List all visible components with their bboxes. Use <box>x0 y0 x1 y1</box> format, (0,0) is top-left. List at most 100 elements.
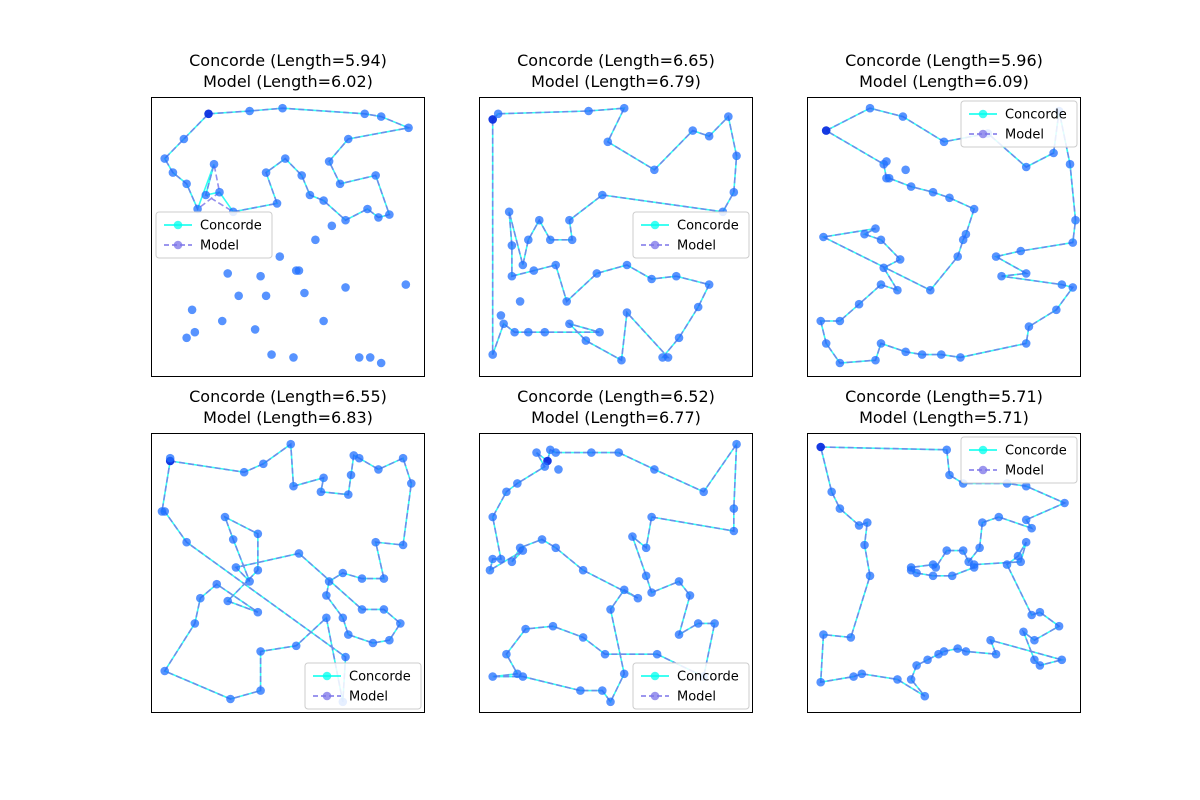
city-point <box>507 271 517 281</box>
legend-model-label: Model <box>677 690 716 705</box>
city-point <box>906 675 916 684</box>
city-point <box>1024 322 1034 331</box>
city-point <box>671 271 681 281</box>
city-point <box>261 168 271 177</box>
city-point <box>1016 246 1026 256</box>
city-point <box>567 235 577 245</box>
start-city-point <box>488 115 498 124</box>
city-point <box>606 605 615 614</box>
city-point <box>327 221 337 231</box>
city-point <box>297 171 307 180</box>
city-point <box>250 325 260 334</box>
city-point <box>363 204 372 214</box>
city-point <box>906 182 916 191</box>
subplot: Concorde (Length=6.65) Model (Length=6.79… <box>479 51 753 377</box>
city-point <box>182 179 191 189</box>
city-point <box>343 490 353 499</box>
city-point <box>945 193 954 203</box>
city-point <box>578 565 588 575</box>
city-point <box>936 350 946 359</box>
city-point <box>385 210 394 219</box>
city-point <box>324 157 334 166</box>
legend-box <box>960 100 1078 148</box>
city-point <box>893 285 902 295</box>
city-point <box>374 465 383 474</box>
city-point <box>1035 661 1045 670</box>
city-point <box>857 669 867 679</box>
city-point <box>1049 148 1058 158</box>
city-point <box>278 103 287 113</box>
city-point <box>641 571 651 581</box>
city-point <box>622 260 632 270</box>
city-point <box>341 215 350 225</box>
city-point <box>729 526 739 536</box>
city-point <box>871 355 880 365</box>
city-point <box>261 291 271 301</box>
city-point <box>849 672 858 681</box>
city-point <box>385 635 394 645</box>
city-point <box>710 619 719 628</box>
city-point <box>592 269 602 278</box>
city-point <box>674 577 684 586</box>
legend-model-marker <box>173 240 183 250</box>
city-point <box>920 691 930 701</box>
city-point <box>898 112 908 121</box>
city-point <box>209 159 219 169</box>
city-point <box>600 649 610 659</box>
legend-concorde-label: Concorde <box>349 670 411 685</box>
city-point <box>182 333 191 343</box>
city-point <box>401 280 411 289</box>
city-point <box>259 459 268 469</box>
city-point <box>338 568 348 578</box>
city-point <box>513 479 522 488</box>
city-point <box>502 649 511 659</box>
city-point <box>729 187 739 197</box>
city-point <box>223 269 233 278</box>
city-point <box>234 291 243 301</box>
city-point <box>322 613 331 623</box>
city-point <box>956 353 965 362</box>
axes-frame <box>807 97 1081 377</box>
city-point <box>1060 498 1069 508</box>
city-point <box>652 649 662 659</box>
city-point <box>291 641 301 651</box>
city-point <box>835 504 845 513</box>
city-point <box>289 353 298 362</box>
legend-model-label: Model <box>1005 464 1044 479</box>
legend-model-label: Model <box>677 239 716 254</box>
city-point <box>343 134 353 144</box>
city-point <box>724 112 733 121</box>
legend: Concorde Model <box>155 211 273 259</box>
city-point <box>341 652 350 662</box>
city-point <box>343 630 353 639</box>
city-point <box>239 467 249 477</box>
legend-concorde-marker <box>978 445 988 455</box>
city-point <box>267 350 276 359</box>
city-point <box>357 605 367 614</box>
city-point <box>1068 238 1078 247</box>
city-point <box>854 521 864 530</box>
legend-concorde-label: Concorde <box>677 219 739 234</box>
city-point <box>732 439 741 449</box>
legend-model-marker <box>322 691 332 701</box>
legend-model-label: Model <box>349 690 388 705</box>
city-point <box>1065 159 1075 169</box>
city-point <box>876 280 886 289</box>
city-point <box>641 543 651 553</box>
city-point <box>835 358 845 368</box>
start-city-point <box>816 442 825 452</box>
city-point <box>376 358 386 368</box>
city-point <box>816 316 825 326</box>
city-point <box>1021 162 1031 172</box>
city-point <box>958 546 968 555</box>
city-point <box>942 546 952 555</box>
city-point <box>595 327 604 337</box>
city-point <box>598 190 607 200</box>
city-point <box>912 661 921 670</box>
city-point <box>1071 215 1080 225</box>
city-point <box>975 543 984 553</box>
city-point <box>354 353 364 362</box>
city-point <box>551 448 561 457</box>
city-point <box>548 621 558 631</box>
